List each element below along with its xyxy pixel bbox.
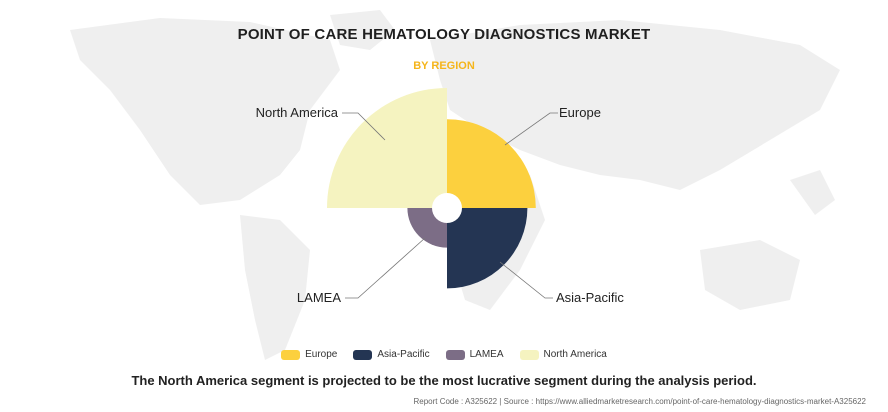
legend-label-north-america: North America xyxy=(543,349,607,360)
leader-line-europe xyxy=(504,112,558,146)
legend-item-asia-pacific: Asia-Pacific xyxy=(353,349,430,360)
legend-item-lamea: LAMEA xyxy=(445,349,504,360)
leader-line-asia-pacific xyxy=(499,261,553,299)
chart-title: POINT OF CARE HEMATOLOGY DIAGNOSTICS MAR… xyxy=(237,26,651,43)
legend-item-north-america: North America xyxy=(519,349,607,360)
report-footer: Report Code : A325622 | Source : https:/… xyxy=(413,397,866,406)
chart-caption: The North America segment is projected t… xyxy=(131,373,757,388)
slice-label-europe: Europe xyxy=(559,105,601,120)
leader-line-lamea xyxy=(345,237,426,299)
legend-swatch-asia-pacific xyxy=(353,349,373,360)
sector-europe xyxy=(447,119,536,208)
legend-swatch-europe xyxy=(281,349,301,360)
slice-label-north-america: North America xyxy=(256,105,339,120)
legend-item-europe: Europe xyxy=(281,349,337,360)
slice-label-lamea: LAMEA xyxy=(297,290,341,305)
chart-legend: Europe Asia-Pacific LAMEA North America xyxy=(0,349,888,360)
chart-subtitle: BY REGION xyxy=(413,60,475,72)
sector-asia-pacific xyxy=(447,208,528,289)
legend-label-asia-pacific: Asia-Pacific xyxy=(377,349,430,360)
legend-label-lamea: LAMEA xyxy=(469,349,504,360)
chart-center-hole xyxy=(432,193,462,223)
slice-label-asia-pacific: Asia-Pacific xyxy=(556,290,624,305)
sector-north-america xyxy=(327,88,447,208)
legend-swatch-lamea xyxy=(445,349,465,360)
leader-line-north-america xyxy=(342,112,386,141)
legend-swatch-north-america xyxy=(519,349,539,360)
legend-label-europe: Europe xyxy=(305,349,338,360)
